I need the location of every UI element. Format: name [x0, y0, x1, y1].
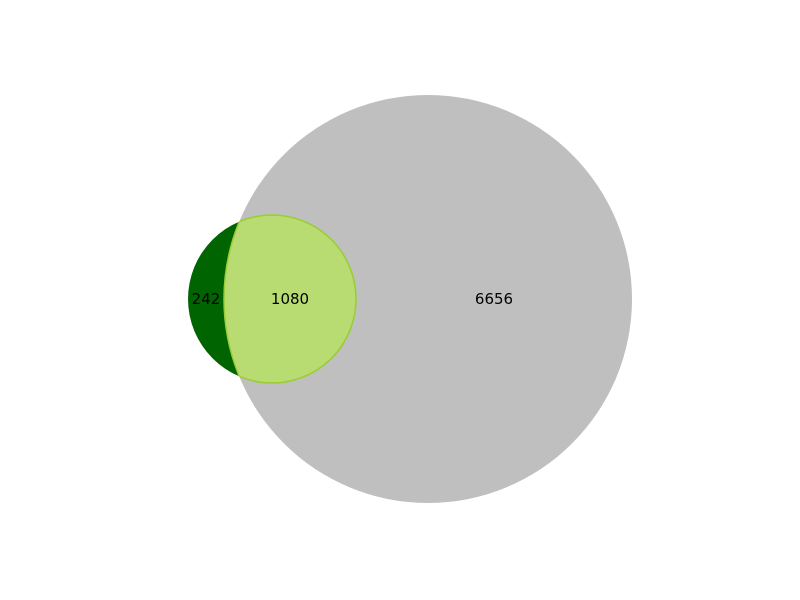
- right-set-circle: [224, 95, 632, 503]
- only-left-label: 242: [192, 290, 221, 308]
- only-right-label: 6656: [475, 290, 513, 308]
- intersection-label: 1080: [271, 290, 309, 308]
- left-circle-outline: [224, 214, 357, 384]
- intersection-outline: [223, 215, 356, 383]
